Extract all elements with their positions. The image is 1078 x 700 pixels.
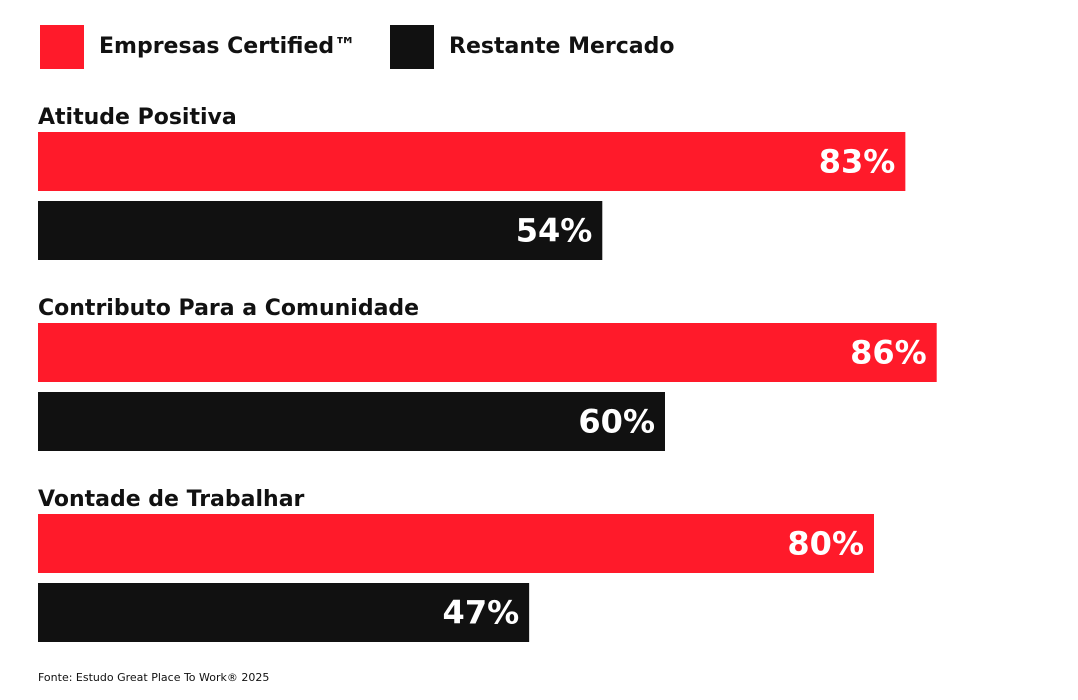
category-label: Vontade de Trabalhar	[38, 487, 305, 512]
bar	[38, 132, 906, 191]
source-note: Fonte: Estudo Great Place To Work® 2025	[38, 671, 269, 684]
bar	[38, 392, 665, 451]
value-label: 80%	[787, 525, 864, 563]
legend-swatch	[390, 25, 434, 69]
value-label: 83%	[819, 143, 896, 181]
value-label: 60%	[578, 403, 655, 441]
bar	[38, 583, 530, 642]
bar	[38, 323, 937, 382]
value-label: 86%	[850, 334, 927, 372]
legend-swatch	[40, 25, 84, 69]
legend-label: Empresas Certified™	[99, 34, 356, 59]
bar	[38, 201, 603, 260]
bar	[38, 514, 874, 573]
category-label: Contributo Para a Comunidade	[38, 296, 419, 321]
legend-label: Restante Mercado	[449, 34, 675, 59]
category-label: Atitude Positiva	[38, 105, 237, 130]
value-label: 54%	[516, 212, 593, 250]
value-label: 47%	[443, 594, 520, 632]
